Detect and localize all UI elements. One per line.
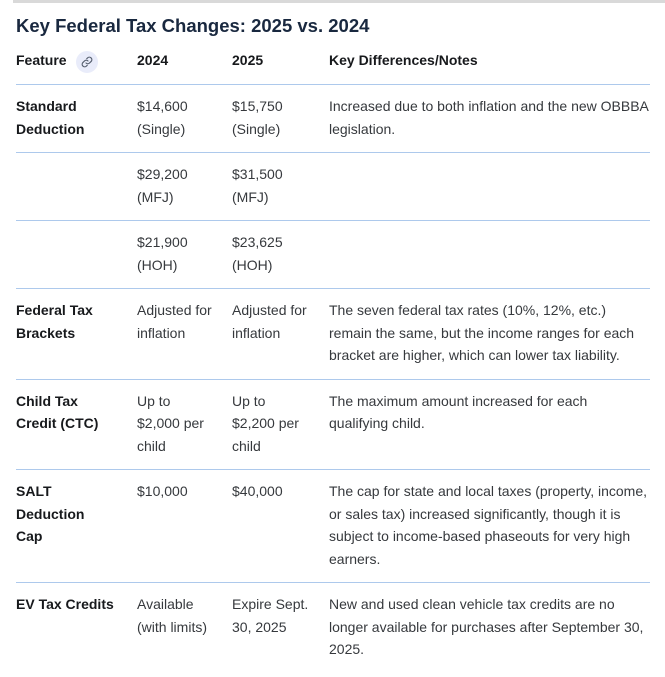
cell-2025: $40,000	[232, 469, 329, 583]
cell-2024: Up to $2,000 per child	[137, 379, 232, 470]
table-row: SALT Deduction Cap $10,000 $40,000 The c…	[16, 469, 650, 583]
table-row: Standard Deduction $14,600 (Single) $15,…	[16, 84, 650, 153]
cell-feature	[16, 220, 137, 289]
cell-feature: EV Tax Credits	[16, 596, 114, 612]
table-row: $29,200 (MFJ) $31,500 (MFJ)	[16, 152, 650, 221]
cell-feature: SALT Deduction Cap	[16, 469, 137, 583]
column-header-2025: 2025	[232, 51, 329, 85]
table-row: Child Tax Credit (CTC) Up to $2,000 per …	[16, 379, 650, 470]
cell-2024: $21,900 (HOH)	[137, 220, 232, 289]
column-header-feature: Feature	[16, 51, 137, 85]
cell-2025: $31,500 (MFJ)	[232, 152, 329, 221]
cell-feature: Standard Deduction	[16, 84, 137, 153]
table-header-row: Feature 2024 2025 Key Differences/Notes	[16, 51, 650, 85]
column-header-notes: Key Differences/Notes	[329, 51, 650, 85]
table-row: Federal Tax Brackets Adjusted for inflat…	[16, 288, 650, 380]
link-icon	[81, 56, 92, 68]
cell-2024: Adjusted for inflation	[137, 288, 232, 380]
column-header-feature-label: Feature	[16, 52, 67, 68]
cell-2024: Available (with limits)	[137, 596, 207, 635]
cell-feature: Federal Tax Brackets	[16, 288, 137, 380]
cell-2024: $14,600 (Single)	[137, 84, 232, 153]
cell-notes: Increased due to both inflation and the …	[329, 84, 650, 153]
cell-2025: Adjusted for inflation	[232, 288, 329, 380]
anchor-link-button[interactable]	[75, 51, 98, 74]
column-header-2024: 2024	[137, 51, 232, 85]
cell-notes	[329, 152, 650, 221]
cell-2024: $10,000	[137, 469, 232, 583]
table-row: EV Tax Credits Available (with limits) E…	[16, 583, 650, 673]
cell-2025: $23,625 (HOH)	[232, 220, 329, 289]
cell-notes: The maximum amount increased for each qu…	[329, 379, 650, 470]
top-border	[13, 0, 665, 3]
cell-2024: $29,200 (MFJ)	[137, 152, 232, 221]
cell-notes: New and used clean vehicle tax credits a…	[329, 596, 644, 657]
cell-notes: The seven federal tax rates (10%, 12%, e…	[329, 288, 650, 380]
page-title: Key Federal Tax Changes: 2025 vs. 2024	[16, 15, 370, 36]
cell-notes	[329, 220, 650, 289]
cell-2025: Up to $2,200 per child	[232, 379, 329, 470]
tax-changes-table: Feature 2024 2025 Key Differences/Notes …	[16, 51, 650, 673]
table-row: $21,900 (HOH) $23,625 (HOH)	[16, 220, 650, 289]
cell-feature	[16, 152, 137, 221]
cell-feature: Child Tax Credit (CTC)	[16, 379, 137, 470]
cell-notes: The cap for state and local taxes (prope…	[329, 469, 650, 583]
cell-2025: $15,750 (Single)	[232, 84, 329, 153]
cell-2025: Expire Sept. 30, 2025	[232, 596, 309, 635]
